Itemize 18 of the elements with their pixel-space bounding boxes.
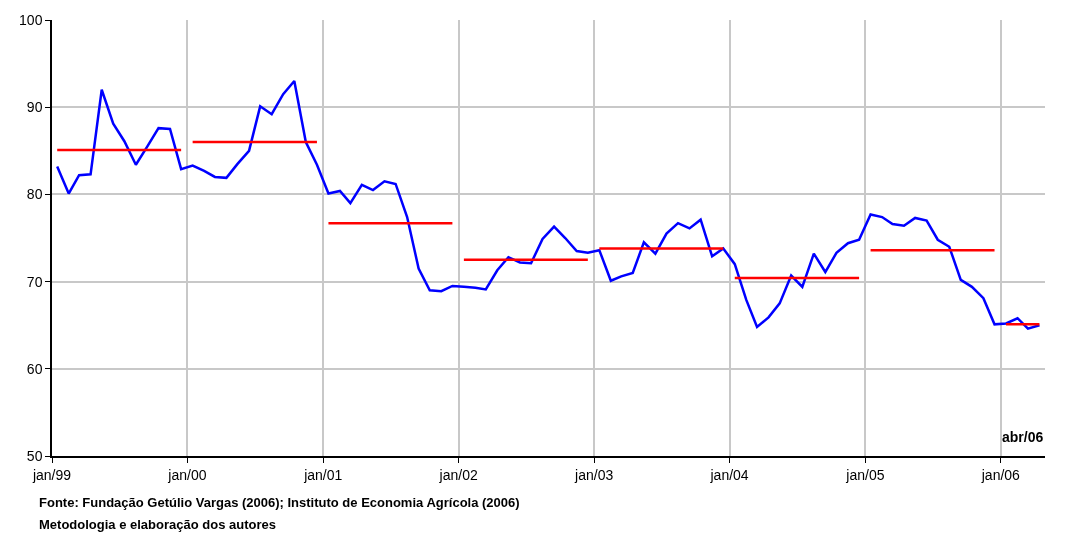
x-tick-label: jan/04 <box>709 466 749 483</box>
x-tick-label: jan/02 <box>438 466 478 483</box>
x-tick-label: jan/05 <box>845 466 885 483</box>
text: Metodologia e elaboração dos autores <box>39 517 276 532</box>
y-tick-label: 50 <box>26 447 43 464</box>
line-series <box>55 79 1041 330</box>
x-axis-title: abr/06 <box>1002 429 1044 445</box>
x-tick-label: jan/03 <box>574 466 614 483</box>
y-tick-label: 70 <box>26 273 43 290</box>
source-note: Fonte: Fundação Getúlio Vargas (2006); Instituto de Economia Agrícola (2006) <box>39 495 520 510</box>
x-tick-label: jan/01 <box>303 466 343 483</box>
y-tick-label: 60 <box>26 360 43 377</box>
x-tick-label: jan/00 <box>167 466 207 483</box>
x-tick-label: jan/99 <box>31 466 72 483</box>
y-tick-label: 80 <box>26 186 43 203</box>
x-tick-label: jan/06 <box>980 466 1021 483</box>
y-tick-label: 100 <box>19 11 43 28</box>
y-tick-label: 90 <box>26 99 43 116</box>
